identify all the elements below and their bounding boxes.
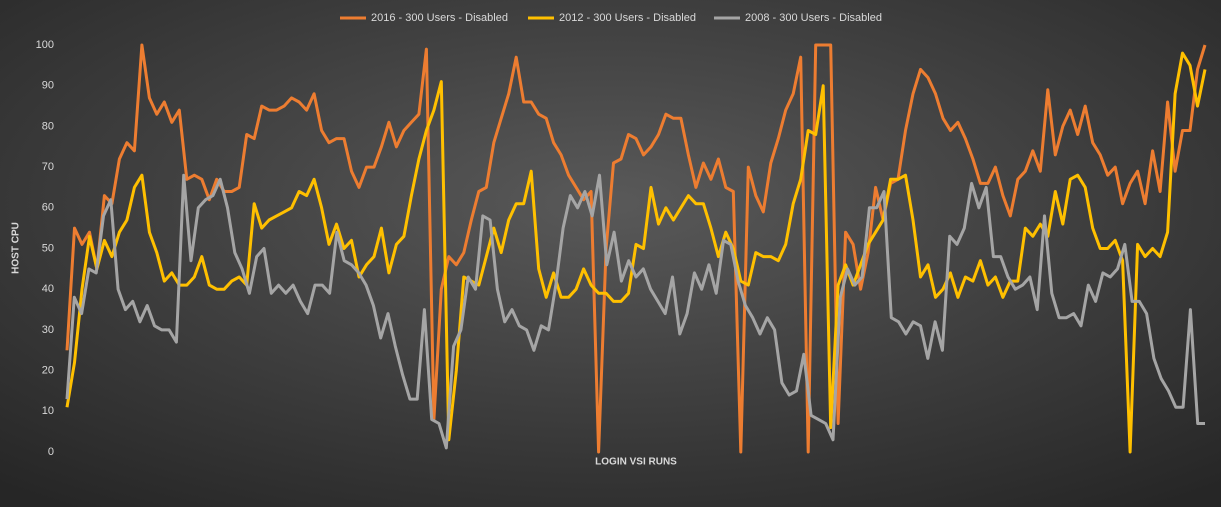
y-tick-label: 40 bbox=[42, 283, 54, 295]
y-axis-title: HOST CPU bbox=[11, 222, 22, 274]
legend-label: 2016 - 300 Users - Disabled bbox=[371, 12, 508, 24]
series-line bbox=[65, 43, 1207, 454]
y-tick-label: 20 bbox=[42, 365, 54, 377]
x-axis-title: LOGIN VSI RUNS bbox=[595, 457, 677, 468]
y-tick-label: 10 bbox=[42, 405, 54, 417]
y-tick-label: 30 bbox=[42, 324, 54, 336]
y-tick-label: 0 bbox=[48, 446, 54, 458]
y-tick-label: 50 bbox=[42, 242, 54, 254]
y-tick-label: 100 bbox=[36, 39, 54, 51]
legend-label: 2008 - 300 Users - Disabled bbox=[745, 12, 882, 24]
series-line bbox=[65, 51, 1207, 454]
legend-label: 2012 - 300 Users - Disabled bbox=[559, 12, 696, 24]
series-line bbox=[65, 173, 1205, 450]
y-tick-label: 90 bbox=[42, 80, 54, 92]
y-tick-label: 60 bbox=[42, 202, 54, 214]
y-tick-label: 70 bbox=[42, 161, 54, 173]
y-tick-label: 80 bbox=[42, 120, 54, 132]
